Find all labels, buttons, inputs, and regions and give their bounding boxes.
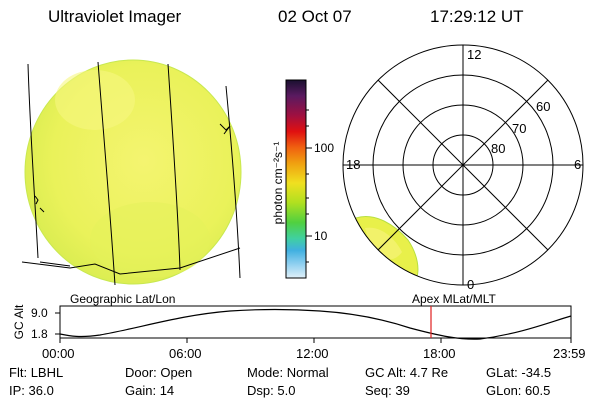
earth-disk-image <box>24 59 242 285</box>
polar-plot <box>342 44 584 286</box>
mlt-label-12: 12 <box>467 47 482 62</box>
gc-alt-axis-label: GC Alt <box>12 304 26 340</box>
colorbar-tick-100: 100 <box>314 141 335 155</box>
date-label: 02 Oct 07 <box>278 7 352 26</box>
altitude-panel <box>55 305 572 343</box>
apex-label: Apex MLat/MLT <box>412 292 496 306</box>
status-door: Door: Open <box>125 365 193 380</box>
xtick-06: 06:00 <box>169 346 202 361</box>
status-flt: Flt: LBHL <box>9 365 64 380</box>
colorbar <box>285 79 312 279</box>
geographic-grid <box>21 61 241 286</box>
status-mode: Mode: Normal <box>247 365 329 380</box>
xtick-2359: 23:59 <box>553 346 586 361</box>
colorbar-label: photon cm⁻²s⁻¹ <box>271 141 285 225</box>
status-ip: IP: 36.0 <box>9 383 54 398</box>
ytick-9: 9.0 <box>31 306 48 320</box>
lat-label-70: 70 <box>512 121 527 136</box>
status-seq: Seq: 39 <box>365 383 410 398</box>
colorbar-tick-10: 10 <box>314 229 328 243</box>
mlt-label-18: 18 <box>346 157 361 172</box>
ytick-1.8: 1.8 <box>31 327 48 341</box>
status-glon: GLon: 60.5 <box>486 383 551 398</box>
altitude-curve <box>59 308 572 340</box>
mlt-label-0: 0 <box>467 277 475 292</box>
instrument-title: Ultraviolet Imager <box>48 7 182 26</box>
status-dsp: Dsp: 5.0 <box>247 383 296 398</box>
xtick-18: 18:00 <box>423 346 456 361</box>
xtick-00: 00:00 <box>42 346 75 361</box>
status-gain: Gain: 14 <box>125 383 175 398</box>
lat-label-80: 80 <box>491 141 506 156</box>
status-glat: GLat: -34.5 <box>486 365 552 380</box>
geographic-label: Geographic Lat/Lon <box>70 292 176 306</box>
time-label: 17:29:12 UT <box>430 7 524 26</box>
lat-label-60: 60 <box>536 99 551 114</box>
mlt-label-6: 6 <box>574 157 582 172</box>
status-gc-alt: GC Alt: 4.7 Re <box>365 365 449 380</box>
xtick-12: 12:00 <box>296 346 329 361</box>
